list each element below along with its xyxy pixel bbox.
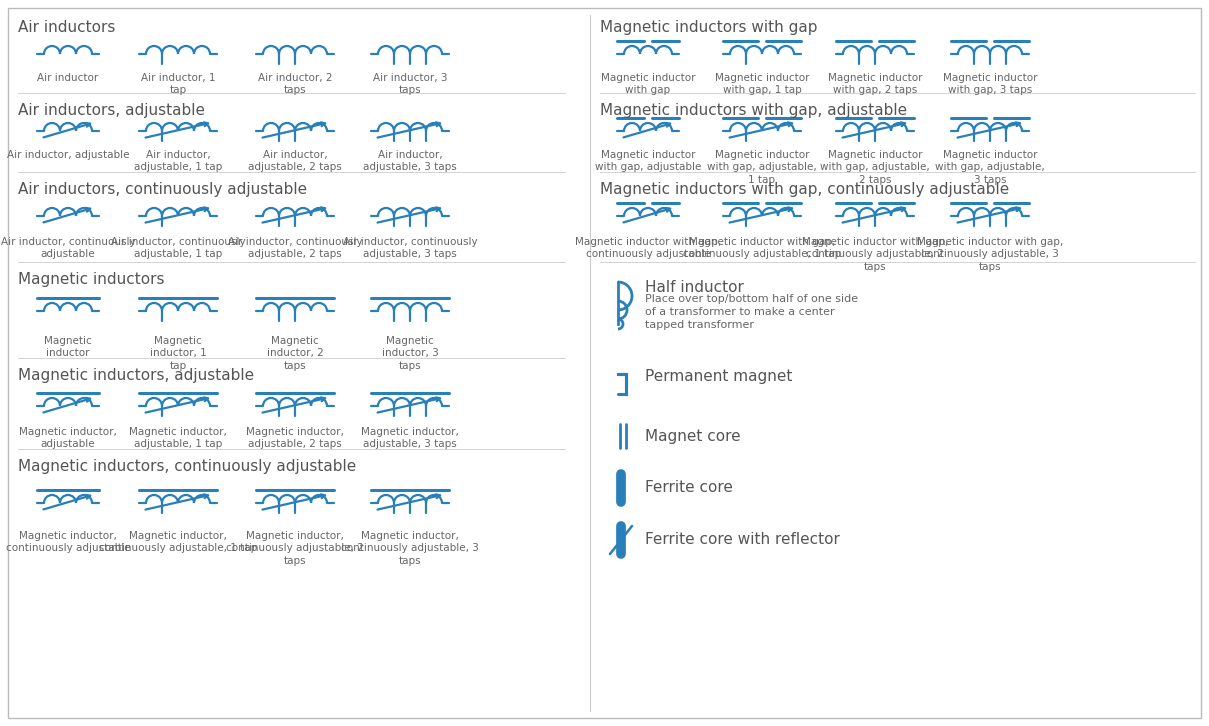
Text: Magnetic inductor with gap,
continuously adjustable, 3
taps: Magnetic inductor with gap, continuously… bbox=[916, 237, 1063, 272]
Text: Air inductor, adjustable: Air inductor, adjustable bbox=[7, 150, 129, 160]
Text: Half inductor: Half inductor bbox=[644, 280, 744, 295]
Text: Magnetic
inductor, 3
taps: Magnetic inductor, 3 taps bbox=[382, 336, 439, 371]
Text: Magnetic inductor with gap,
continuously adjustable, 2
taps: Magnetic inductor with gap, continuously… bbox=[802, 237, 948, 272]
Text: Air inductor, continuously
adjustable, 3 taps: Air inductor, continuously adjustable, 3… bbox=[342, 237, 478, 259]
Text: Magnetic inductor,
continuously adjustable, 3
taps: Magnetic inductor, continuously adjustab… bbox=[341, 531, 479, 566]
Text: Air inductor: Air inductor bbox=[37, 73, 99, 83]
Text: Magnetic inductor with gap,
continuously adjustable: Magnetic inductor with gap, continuously… bbox=[574, 237, 721, 259]
Text: Magnetic inductors, continuously adjustable: Magnetic inductors, continuously adjusta… bbox=[18, 459, 357, 474]
Text: Magnet core: Magnet core bbox=[644, 428, 741, 444]
Text: Air inductor, 3
taps: Air inductor, 3 taps bbox=[372, 73, 447, 95]
Text: Magnetic inductors with gap: Magnetic inductors with gap bbox=[600, 20, 817, 35]
Text: Air inductor,
adjustable, 2 taps: Air inductor, adjustable, 2 taps bbox=[248, 150, 342, 172]
Text: Ferrite core: Ferrite core bbox=[644, 481, 733, 496]
Text: Magnetic inductor
with gap, adjustable: Magnetic inductor with gap, adjustable bbox=[595, 150, 701, 172]
Text: Magnetic
inductor, 2
taps: Magnetic inductor, 2 taps bbox=[267, 336, 323, 371]
Text: Magnetic inductor
with gap: Magnetic inductor with gap bbox=[601, 73, 695, 95]
Text: Magnetic inductors with gap, adjustable: Magnetic inductors with gap, adjustable bbox=[600, 103, 907, 118]
Text: Air inductor,
adjustable, 1 tap: Air inductor, adjustable, 1 tap bbox=[134, 150, 222, 172]
Text: Ferrite core with reflector: Ferrite core with reflector bbox=[644, 532, 840, 547]
Text: Magnetic inductor,
adjustable, 1 tap: Magnetic inductor, adjustable, 1 tap bbox=[129, 427, 227, 449]
Text: Magnetic inductor
with gap, adjustable,
3 taps: Magnetic inductor with gap, adjustable, … bbox=[935, 150, 1045, 185]
Text: Magnetic inductor,
adjustable, 3 taps: Magnetic inductor, adjustable, 3 taps bbox=[361, 427, 459, 449]
Text: Magnetic inductor with gap,
continuously adjustable, 1 tap: Magnetic inductor with gap, continuously… bbox=[683, 237, 841, 259]
Text: Air inductor, 1
tap: Air inductor, 1 tap bbox=[140, 73, 215, 95]
Text: Magnetic inductor,
continuously adjustable, 1 tap: Magnetic inductor, continuously adjustab… bbox=[99, 531, 258, 553]
Text: Magnetic
inductor: Magnetic inductor bbox=[44, 336, 92, 359]
Text: Magnetic inductor
with gap, 1 tap: Magnetic inductor with gap, 1 tap bbox=[715, 73, 809, 95]
Text: Magnetic
inductor, 1
tap: Magnetic inductor, 1 tap bbox=[150, 336, 207, 371]
Text: Magnetic inductor
with gap, 2 taps: Magnetic inductor with gap, 2 taps bbox=[828, 73, 922, 95]
Text: Magnetic inductor
with gap, adjustable,
1 tap: Magnetic inductor with gap, adjustable, … bbox=[707, 150, 817, 185]
Text: Magnetic inductor
with gap, adjustable,
2 taps: Magnetic inductor with gap, adjustable, … bbox=[820, 150, 930, 185]
Text: Magnetic inductors: Magnetic inductors bbox=[18, 272, 164, 287]
Text: Magnetic inductor
with gap, 3 taps: Magnetic inductor with gap, 3 taps bbox=[943, 73, 1037, 95]
Text: Air inductor, continuously
adjustable, 2 taps: Air inductor, continuously adjustable, 2… bbox=[227, 237, 363, 259]
Text: Magnetic inductors, adjustable: Magnetic inductors, adjustable bbox=[18, 368, 254, 383]
Text: Place over top/bottom half of one side
of a transformer to make a center
tapped : Place over top/bottom half of one side o… bbox=[644, 294, 858, 330]
Text: Air inductors, adjustable: Air inductors, adjustable bbox=[18, 103, 206, 118]
Text: Air inductor, 2
taps: Air inductor, 2 taps bbox=[258, 73, 332, 95]
Text: Magnetic inductor,
continuously adjustable: Magnetic inductor, continuously adjustab… bbox=[6, 531, 131, 553]
Text: Magnetic inductor,
adjustable, 2 taps: Magnetic inductor, adjustable, 2 taps bbox=[247, 427, 343, 449]
Text: Permanent magnet: Permanent magnet bbox=[644, 369, 792, 383]
Text: Magnetic inductors with gap, continuously adjustable: Magnetic inductors with gap, continuousl… bbox=[600, 182, 1010, 197]
Text: Air inductor, continuously
adjustable, 1 tap: Air inductor, continuously adjustable, 1… bbox=[111, 237, 245, 259]
Text: Magnetic inductor,
adjustable: Magnetic inductor, adjustable bbox=[19, 427, 117, 449]
Text: Air inductor, continuously
adjustable: Air inductor, continuously adjustable bbox=[1, 237, 135, 259]
Text: Magnetic inductor,
continuously adjustable, 2
taps: Magnetic inductor, continuously adjustab… bbox=[226, 531, 364, 566]
Text: Air inductor,
adjustable, 3 taps: Air inductor, adjustable, 3 taps bbox=[363, 150, 457, 172]
Text: Air inductors: Air inductors bbox=[18, 20, 115, 35]
Text: Air inductors, continuously adjustable: Air inductors, continuously adjustable bbox=[18, 182, 307, 197]
